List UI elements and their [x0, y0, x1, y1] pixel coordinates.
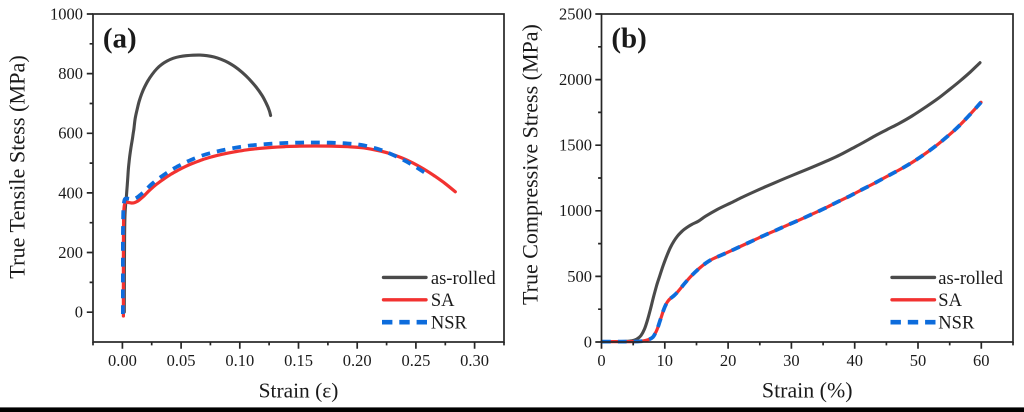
svg-text:0: 0 [584, 332, 592, 351]
svg-text:50: 50 [910, 351, 927, 370]
svg-text:2500: 2500 [559, 4, 592, 23]
svg-text:40: 40 [846, 351, 863, 370]
svg-text:NSR: NSR [938, 314, 975, 334]
svg-text:True Tensile Stess (MPa): True Tensile Stess (MPa) [4, 55, 29, 278]
svg-text:as-rolled: as-rolled [431, 269, 496, 289]
svg-text:Strain (ε): Strain (ε) [259, 379, 339, 403]
svg-text:0: 0 [597, 351, 605, 370]
svg-text:0.15: 0.15 [284, 351, 313, 370]
svg-text:400: 400 [58, 183, 83, 202]
svg-text:2000: 2000 [559, 70, 592, 89]
svg-text:0.20: 0.20 [343, 351, 372, 370]
svg-text:(b): (b) [611, 23, 646, 55]
svg-text:1000: 1000 [50, 4, 83, 23]
svg-text:200: 200 [58, 243, 83, 262]
svg-text:0.05: 0.05 [167, 351, 196, 370]
svg-text:0: 0 [75, 303, 83, 322]
svg-text:NSR: NSR [431, 314, 468, 334]
svg-text:0.25: 0.25 [401, 351, 430, 370]
svg-text:600: 600 [58, 124, 83, 143]
svg-text:30: 30 [783, 351, 800, 370]
svg-text:800: 800 [58, 64, 83, 83]
svg-text:10: 10 [657, 351, 674, 370]
svg-text:60: 60 [973, 351, 990, 370]
svg-text:as-rolled: as-rolled [938, 269, 1003, 289]
svg-text:0.10: 0.10 [225, 351, 254, 370]
svg-text:1500: 1500 [559, 136, 592, 155]
svg-text:0.00: 0.00 [108, 351, 137, 370]
svg-text:0.30: 0.30 [460, 351, 489, 370]
svg-text:20: 20 [720, 351, 737, 370]
svg-text:500: 500 [567, 267, 592, 286]
svg-text:True Compressive Stress (MPa): True Compressive Stress (MPa) [517, 24, 542, 305]
svg-text:Strain (%): Strain (%) [762, 378, 853, 403]
svg-text:(a): (a) [103, 23, 137, 55]
svg-text:1000: 1000 [559, 201, 592, 220]
svg-text:SA: SA [431, 291, 455, 311]
svg-text:SA: SA [938, 291, 962, 311]
